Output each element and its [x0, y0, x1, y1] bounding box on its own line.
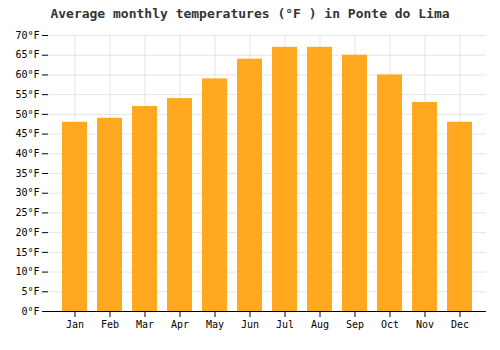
svg-text:70°F: 70°F: [15, 30, 39, 41]
svg-text:40°F: 40°F: [15, 148, 39, 159]
svg-text:10°F: 10°F: [15, 266, 39, 277]
svg-text:May: May: [206, 319, 224, 330]
svg-text:Jan: Jan: [66, 319, 84, 330]
svg-text:Nov: Nov: [416, 319, 434, 330]
svg-text:5°F: 5°F: [21, 286, 39, 297]
svg-text:25°F: 25°F: [15, 207, 39, 218]
svg-text:20°F: 20°F: [15, 227, 39, 238]
svg-text:50°F: 50°F: [15, 109, 39, 120]
svg-text:30°F: 30°F: [15, 187, 39, 198]
svg-text:15°F: 15°F: [15, 247, 39, 258]
svg-text:Jul: Jul: [276, 319, 294, 330]
svg-text:60°F: 60°F: [15, 69, 39, 80]
html-text:Average monthly temperatures (: Average monthly temperatures (°F ) in Po…: [50, 6, 450, 21]
svg-text:65°F: 65°F: [15, 49, 39, 60]
svg-text:Aug: Aug: [311, 319, 329, 330]
svg-text:Sep: Sep: [346, 319, 364, 330]
svg-text:Jun: Jun: [241, 319, 259, 330]
svg-text:Apr: Apr: [171, 319, 189, 330]
svg-text:0°F: 0°F: [21, 306, 39, 317]
svg-text:Dec: Dec: [451, 319, 469, 330]
svg-text:Mar: Mar: [136, 319, 154, 330]
svg-text:Feb: Feb: [101, 319, 119, 330]
svg-text:35°F: 35°F: [15, 168, 39, 179]
svg-text:55°F: 55°F: [15, 89, 39, 100]
svg-text:45°F: 45°F: [15, 128, 39, 139]
svg-text:Oct: Oct: [381, 319, 399, 330]
